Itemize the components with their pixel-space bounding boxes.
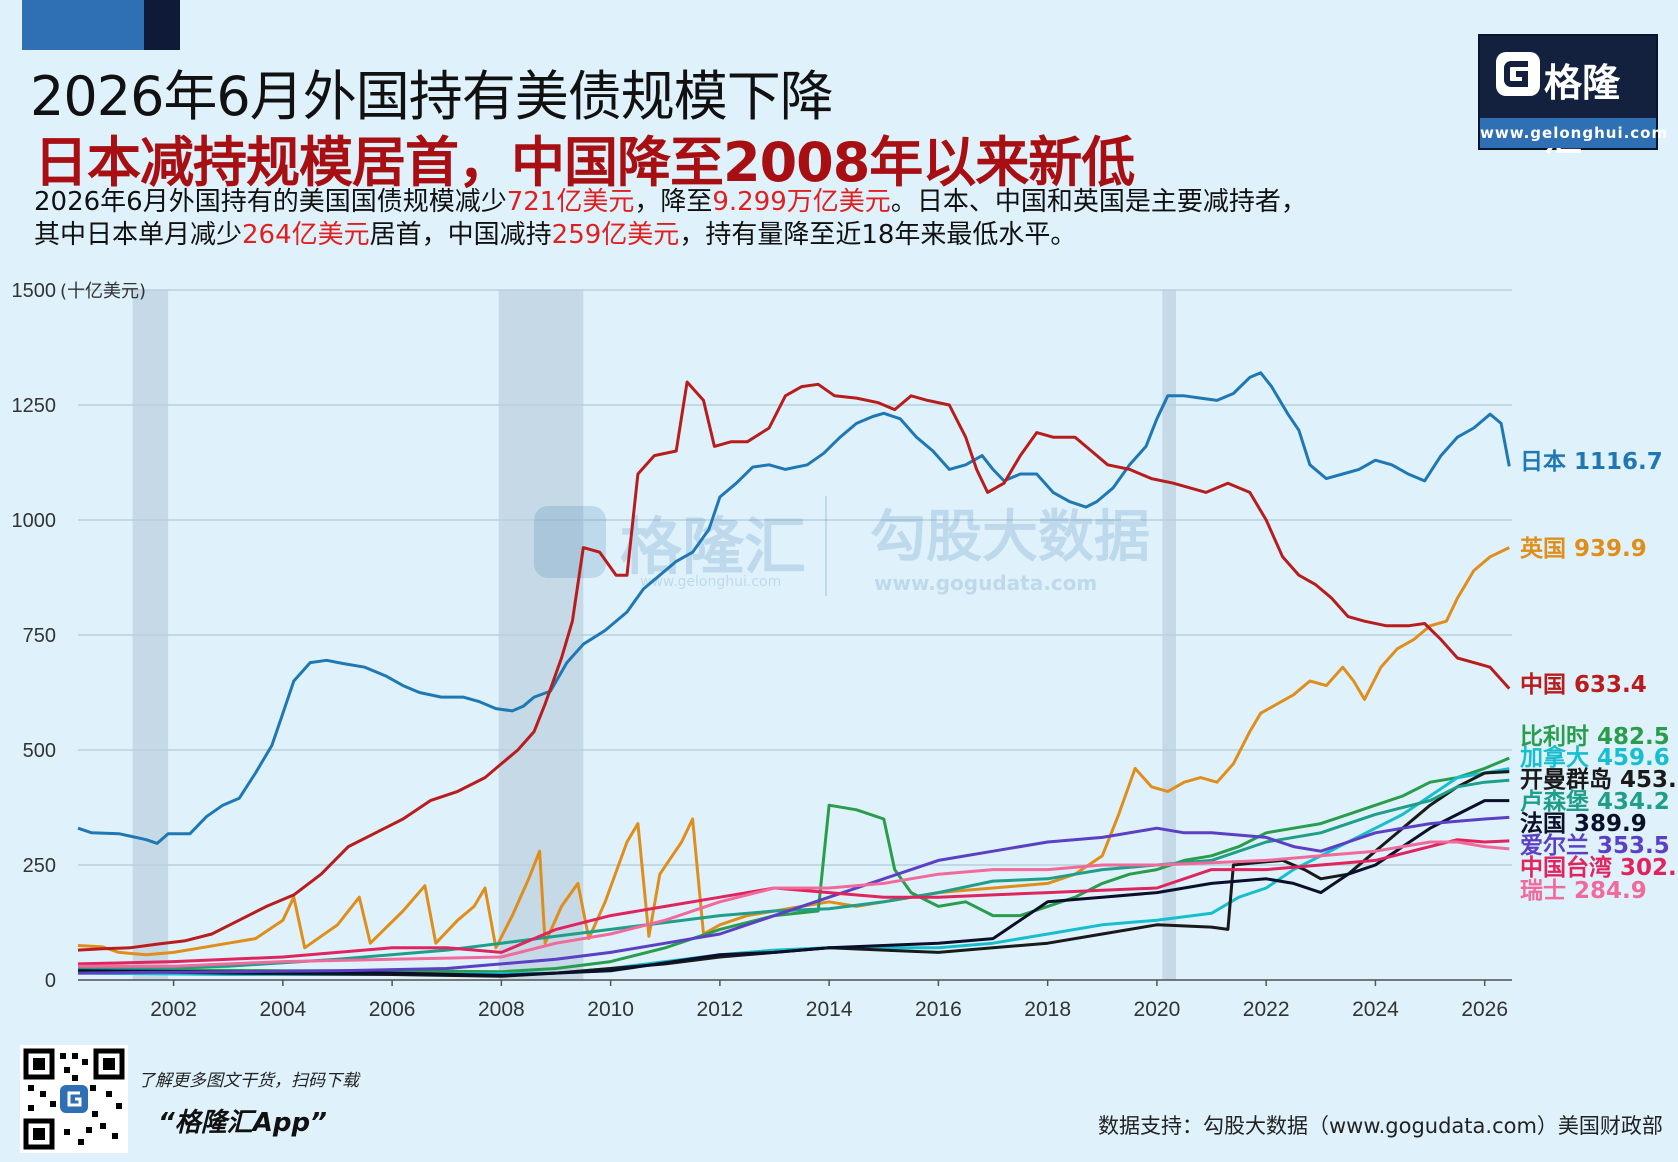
desc-text-6: ，持有量降至近18年来最低水平。 [679, 220, 1077, 250]
x-tick-label: 2010 [587, 998, 634, 1020]
series-line-6 [77, 778, 1510, 972]
logo-url: www.gelonghui.com [1480, 118, 1667, 148]
x-tick-label: 2022 [1243, 998, 1290, 1020]
series-line-4 [77, 767, 1510, 976]
desc-text-4: 其中日本单月减少 [34, 220, 243, 250]
desc-value-2: 9.299万亿美元 [712, 187, 891, 217]
y-tick-label: 1250 [12, 395, 57, 417]
description: 2026年6月外国持有的美国国债规模减少721亿美元，降至9.299万亿美元。日… [34, 186, 1414, 252]
series-end-label: 日本 1116.7 [1520, 449, 1663, 475]
x-tick-label: 2004 [259, 998, 306, 1020]
series-end-label: 开曼群岛 453.1 [1520, 766, 1678, 793]
x-tick-label: 2008 [478, 998, 525, 1020]
x-tick-label: 2020 [1134, 998, 1181, 1020]
y-tick-label: 250 [23, 855, 56, 877]
watermark-left: 格隆汇 [620, 510, 806, 583]
line-chart: 0 250 500 750 1000 1250 1500 (十亿美元) 2002 2004 2006… [12, 280, 1678, 1020]
desc-value-1: 721亿美元 [506, 187, 635, 217]
page-title: 2026年6月外国持有美债规模下降 [30, 65, 834, 128]
series-line-1 [77, 546, 1510, 957]
gelonghui-logo: 格隆汇 www.gelonghui.com [1478, 34, 1667, 160]
series-line-3 [77, 756, 1510, 974]
series-line-8 [77, 815, 1510, 975]
desc-text-3: 。日本、中国和英国是主要减持者， [890, 187, 1307, 217]
series-line-0 [77, 371, 1511, 845]
series-end-label: 英国 939.9 [1520, 535, 1647, 562]
x-tick-label: 2002 [150, 998, 197, 1020]
qr-code-icon [20, 1045, 128, 1153]
watermark-logo-icon [534, 506, 606, 578]
watermark-right: 勾股大数据 [870, 505, 1150, 570]
x-tick-label: 2012 [697, 998, 744, 1020]
desc-text-1: 2026年6月外国持有的美国国债规模减少 [34, 187, 507, 217]
desc-text-2: ，降至 [634, 187, 713, 217]
y-tick-label: 1500 [12, 280, 57, 302]
x-tick-label: 2006 [369, 998, 416, 1020]
app-name: “格隆汇App” [158, 1108, 327, 1138]
y-tick-label: 1000 [12, 510, 57, 532]
series-line-10 [78, 840, 1510, 968]
y-tick-label: 0 [45, 970, 56, 992]
desc-text-5: 居首，中国减持 [369, 220, 552, 250]
x-tick-label: 2016 [915, 998, 962, 1020]
gelonghui-logo-icon [1496, 52, 1540, 96]
top-accent-bar-dark [144, 0, 180, 50]
series-end-label: 中国 633.4 [1520, 672, 1647, 698]
series-end-label: 法国 389.9 [1520, 811, 1647, 837]
x-tick-label: 2026 [1461, 998, 1508, 1020]
series-end-label: 卢森堡 434.2 [1520, 788, 1670, 815]
series-end-label: 加拿大 459.6 [1519, 744, 1670, 771]
series-end-label: 爱尔兰 353.5 [1520, 832, 1670, 859]
x-tick-label: 2024 [1352, 998, 1399, 1020]
y-tick-label: 750 [23, 625, 56, 647]
watermark-right-url: www.gogudata.com [874, 571, 1097, 595]
series-line-5 [77, 770, 1510, 978]
page-subtitle: 日本减持规模居首，中国降至2008年以来新低 [34, 131, 1135, 194]
y-unit-label: (十亿美元) [60, 281, 146, 302]
series-end-label: 中国台湾 302.5 [1520, 854, 1678, 881]
x-tick-label: 2018 [1024, 998, 1071, 1020]
series-end-label: 瑞士 284.9 [1520, 878, 1647, 904]
data-source: 数据支持：勾股大数据（www.gogudata.com）美国财政部 [1098, 1114, 1663, 1138]
desc-value-4: 259亿美元 [551, 220, 680, 250]
series-line-2 [77, 380, 1511, 952]
series-end-label: 比利时 482.5 [1520, 724, 1670, 750]
desc-value-3: 264亿美元 [242, 220, 370, 250]
x-tick-label: 2014 [806, 998, 853, 1020]
y-tick-label: 500 [23, 740, 56, 762]
top-accent-bar [22, 0, 144, 50]
watermark-left-url: www.gelonghui.com [640, 574, 781, 590]
qr-caption: 了解更多图文干货，扫码下载 [138, 1071, 359, 1091]
series-line-9 [77, 838, 1510, 966]
